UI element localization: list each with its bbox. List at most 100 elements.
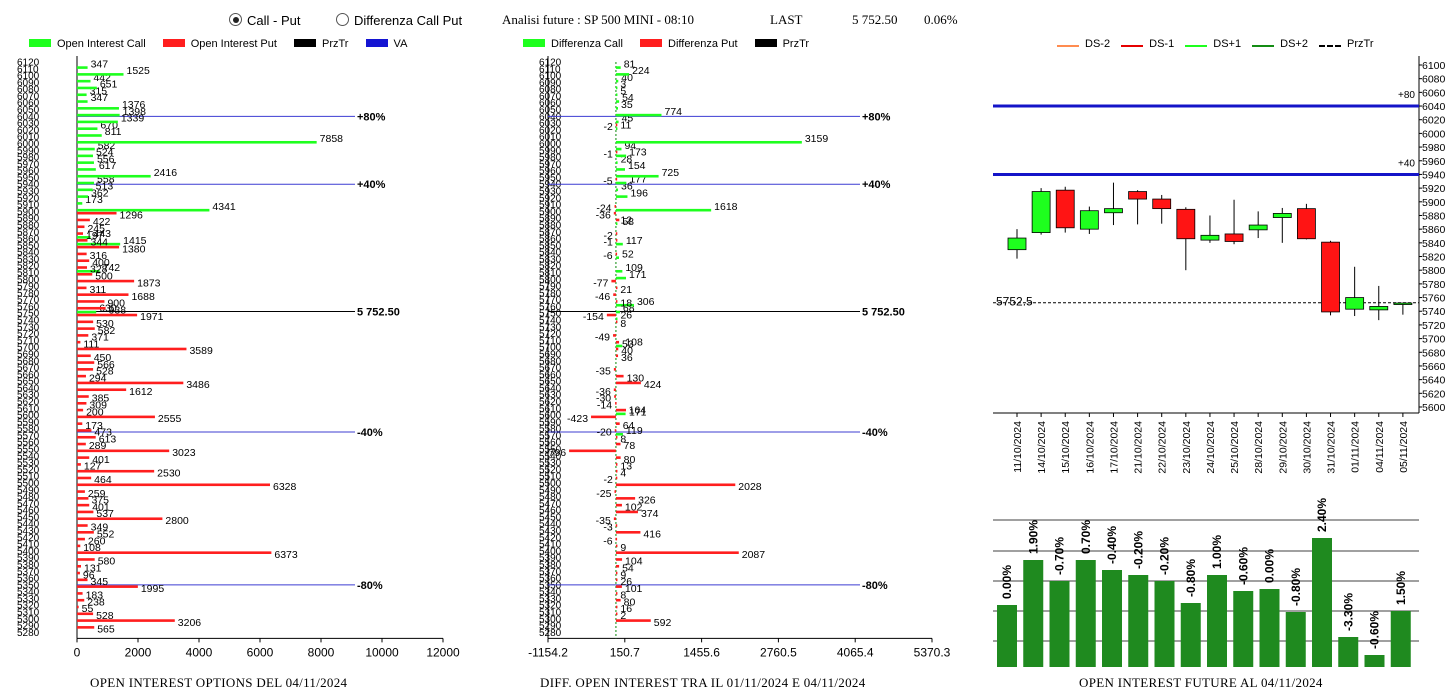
put-bar xyxy=(77,422,83,425)
bar-value-label: 347 xyxy=(91,58,109,70)
bar-value-label: 401 xyxy=(92,454,110,466)
call-bar xyxy=(77,168,96,171)
strike-tick-label: 5510 xyxy=(17,472,40,483)
x-tick-label: 6000 xyxy=(247,645,274,658)
strike-tick-label: 6050 xyxy=(17,105,40,116)
strike-tick-label: 5310 xyxy=(17,607,40,618)
call-bar xyxy=(615,66,621,69)
legend-swatch xyxy=(1319,45,1342,47)
strike-tick-label: 5810 xyxy=(539,268,562,279)
oi-bar-label: -0.70% xyxy=(1053,537,1067,575)
put-bar xyxy=(615,537,618,541)
put-bar xyxy=(613,211,616,215)
strike-tick-label: 5970 xyxy=(17,159,40,170)
strike-tick-label: 6090 xyxy=(539,78,562,89)
caption-mid: DIFF. OPEN INTEREST TRA IL 01/11/2024 E … xyxy=(540,675,866,690)
call-bar xyxy=(615,161,618,164)
strike-tick-label: 6040 xyxy=(17,112,40,123)
bar-value-label: 9 xyxy=(620,569,626,581)
y-tick-label: 6060 xyxy=(1422,87,1446,99)
put-bar xyxy=(77,361,95,364)
strike-tick-label: 5470 xyxy=(17,499,40,510)
strike-tick-label: 5630 xyxy=(17,390,40,401)
bar-value-label: 53 xyxy=(622,338,634,350)
reference-line-label: -40% xyxy=(357,427,383,439)
bar-value-label: -2 xyxy=(603,474,612,486)
put-bar xyxy=(77,252,87,256)
strike-tick-label: 5830 xyxy=(539,254,562,265)
bar-value-label: 197 xyxy=(86,230,104,242)
candle-up xyxy=(1393,302,1413,305)
y-tick-label: 6080 xyxy=(1422,74,1446,86)
y-tick-label: 5960 xyxy=(1422,156,1446,168)
strike-tick-label: 5690 xyxy=(17,349,40,360)
strike-tick-label: 5620 xyxy=(17,397,40,408)
strike-tick-label: 5330 xyxy=(17,594,40,605)
strike-tick-label: 6010 xyxy=(17,132,40,143)
put-bar xyxy=(611,279,616,283)
candle-down xyxy=(1321,241,1340,313)
strike-tick-label: 5900 xyxy=(539,207,562,218)
candle-up xyxy=(1104,208,1123,214)
bar-value-label: -1 xyxy=(604,148,613,160)
bar-value-label: 131 xyxy=(84,562,102,574)
put-bar xyxy=(615,381,641,385)
put-bar xyxy=(77,605,79,609)
call-bar xyxy=(615,120,619,124)
put-bar xyxy=(615,150,618,154)
put-bar xyxy=(613,517,616,521)
put-bar xyxy=(615,456,621,459)
y-tick-label: 5940 xyxy=(1422,169,1446,181)
call-bar xyxy=(615,181,627,185)
legend-swatch xyxy=(640,39,663,47)
bar-value-label: 347 xyxy=(91,92,109,104)
strike-tick-label: 6050 xyxy=(539,105,562,116)
strike-tick-label: 5300 xyxy=(539,614,562,625)
bar-value-label: 309 xyxy=(89,400,107,412)
radio-call-put[interactable]: Call - Put xyxy=(229,13,300,28)
put-bar xyxy=(77,585,138,588)
put-bar xyxy=(77,381,184,385)
strike-tick-label: 5580 xyxy=(17,424,40,435)
put-bar xyxy=(77,537,85,541)
put-bar xyxy=(615,232,618,235)
reference-line-label: -40% xyxy=(862,427,888,439)
x-tick-label: 4065.4 xyxy=(837,645,874,658)
strike-tick-label: 6000 xyxy=(17,139,40,150)
reference-line-label: 5 752.50 xyxy=(862,307,905,319)
bar-value-label: 1618 xyxy=(714,201,738,213)
bar-value-label: 630 xyxy=(99,303,117,315)
bar-value-label: 5 xyxy=(620,85,626,97)
call-bar xyxy=(77,127,98,130)
bar-value-label: -25 xyxy=(596,488,611,500)
x-tick-label: 2000 xyxy=(125,645,152,658)
y-tick-label: 5880 xyxy=(1422,210,1446,222)
put-bar xyxy=(615,239,618,242)
y-tick-label: 5660 xyxy=(1422,361,1446,373)
price-line-label: 5752.5 xyxy=(996,295,1033,309)
put-bar xyxy=(77,551,272,554)
strike-tick-label: 5510 xyxy=(539,472,562,483)
y-tick-label: 5680 xyxy=(1422,347,1446,359)
bar-value-label: 108 xyxy=(625,337,643,349)
date-tick-label: 31/10/2024 xyxy=(1326,421,1338,474)
radio-diff[interactable]: Differenza Call Put xyxy=(336,13,462,28)
strike-tick-label: 6100 xyxy=(539,71,562,82)
strike-tick-label: 5770 xyxy=(17,295,40,306)
bar-value-label: -49 xyxy=(595,332,610,344)
call-bar xyxy=(615,93,618,97)
strike-tick-label: 5460 xyxy=(17,506,40,517)
diff-open-interest-chart: 6120611061006090608060706060605060406030… xyxy=(528,56,951,658)
oi-bar xyxy=(1049,581,1070,667)
strike-tick-label: 5380 xyxy=(539,560,562,571)
bar-value-label: 7858 xyxy=(320,133,344,145)
put-bar xyxy=(615,252,618,256)
bar-value-label: -5 xyxy=(603,175,612,187)
bar-value-label: 530 xyxy=(96,318,114,330)
put-bar xyxy=(77,429,92,432)
bar-value-label: 450 xyxy=(94,352,112,364)
x-tick-label: 4000 xyxy=(186,645,213,658)
bar-value-label: 582 xyxy=(98,325,116,337)
y-tick-label: 5600 xyxy=(1422,402,1446,414)
put-bar xyxy=(77,435,96,439)
